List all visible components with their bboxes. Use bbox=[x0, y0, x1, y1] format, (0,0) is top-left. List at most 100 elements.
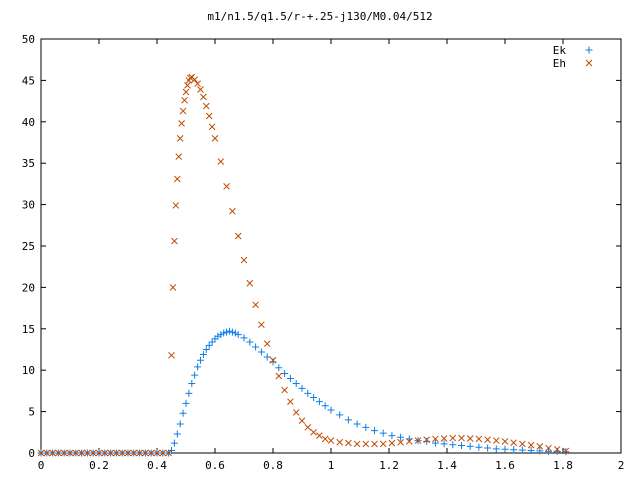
data-point-ek bbox=[263, 353, 271, 361]
data-point-eh bbox=[130, 449, 138, 457]
data-point-ek bbox=[179, 409, 187, 417]
data-point-eh bbox=[113, 449, 120, 457]
data-point-eh bbox=[562, 447, 570, 455]
data-point-eh bbox=[501, 438, 509, 445]
data-point-ek bbox=[194, 363, 202, 371]
data-point-eh bbox=[553, 445, 561, 453]
data-point-ek bbox=[431, 439, 439, 447]
data-point-eh bbox=[107, 449, 114, 457]
data-point-ek bbox=[281, 370, 289, 378]
data-point-eh bbox=[159, 449, 167, 457]
data-point-eh bbox=[176, 135, 184, 142]
y-tick-label: 30 bbox=[22, 199, 35, 212]
series-layer bbox=[37, 73, 570, 457]
data-point-eh bbox=[118, 449, 126, 457]
data-point-eh bbox=[49, 449, 56, 457]
data-point-ek bbox=[321, 402, 329, 410]
data-point-eh bbox=[388, 439, 396, 447]
data-point-eh bbox=[510, 439, 518, 446]
data-point-eh bbox=[194, 80, 201, 88]
data-point-eh bbox=[165, 449, 172, 457]
data-point-ek bbox=[252, 343, 260, 351]
data-point-ek bbox=[182, 399, 190, 407]
data-point-eh bbox=[371, 440, 378, 448]
x-tick-label: 1.2 bbox=[379, 459, 399, 472]
plot-frame bbox=[40, 38, 622, 454]
data-point-ek bbox=[440, 440, 448, 448]
data-point-ek bbox=[304, 389, 312, 397]
data-point-ek bbox=[228, 328, 236, 336]
data-point-eh bbox=[142, 449, 149, 457]
data-point-ek bbox=[188, 379, 196, 387]
y-tick-label: 15 bbox=[22, 323, 35, 336]
chart-title: m1/n1.5/q1.5/r-+.25-j130/M0.04/512 bbox=[207, 10, 432, 23]
legend-label-eh: Eh bbox=[553, 57, 566, 70]
data-point-ek bbox=[246, 338, 254, 346]
data-point-ek bbox=[286, 374, 294, 382]
data-point-ek bbox=[327, 406, 335, 414]
data-point-ek bbox=[518, 446, 526, 454]
y-axis: 0 5 10 15 20 25 30 35 40 45 50 bbox=[22, 33, 621, 460]
data-point-eh bbox=[197, 86, 204, 93]
data-point-eh bbox=[269, 356, 277, 364]
data-point-eh bbox=[55, 449, 62, 457]
y-tick-label: 50 bbox=[22, 33, 35, 46]
legend-marker-eh bbox=[585, 59, 593, 67]
y-tick-label: 40 bbox=[22, 116, 35, 129]
data-point-eh bbox=[229, 207, 236, 215]
data-point-eh bbox=[252, 301, 259, 309]
series-ek bbox=[37, 327, 570, 457]
legend-label-ek: Ek bbox=[553, 44, 567, 57]
data-point-ek bbox=[527, 447, 535, 455]
data-point-eh bbox=[72, 449, 80, 457]
data-point-ek bbox=[269, 358, 277, 366]
data-point-eh bbox=[211, 135, 219, 142]
data-point-eh bbox=[287, 398, 294, 405]
data-point-ek bbox=[202, 346, 210, 353]
data-point-eh bbox=[89, 449, 97, 457]
data-point-ek bbox=[315, 398, 323, 406]
data-point-eh bbox=[153, 449, 161, 457]
data-point-ek bbox=[217, 331, 225, 339]
data-point-eh bbox=[310, 428, 317, 436]
data-point-ek bbox=[344, 416, 352, 424]
data-point-ek bbox=[220, 329, 228, 337]
data-point-ek bbox=[449, 441, 457, 449]
data-point-eh bbox=[432, 435, 439, 443]
data-point-eh bbox=[379, 440, 387, 448]
data-point-ek bbox=[191, 371, 199, 379]
data-point-eh bbox=[175, 153, 183, 160]
data-point-eh bbox=[440, 435, 448, 442]
data-point-eh bbox=[362, 440, 370, 448]
data-point-eh bbox=[200, 93, 207, 101]
data-point-ek bbox=[371, 427, 378, 435]
data-point-ek bbox=[234, 331, 242, 339]
data-point-ek bbox=[226, 327, 233, 335]
data-point-eh bbox=[458, 434, 465, 442]
data-point-eh bbox=[169, 284, 177, 291]
x-tick-label: 1.8 bbox=[553, 459, 573, 472]
data-point-eh bbox=[181, 96, 188, 104]
data-point-ek bbox=[562, 448, 570, 456]
data-point-eh bbox=[84, 449, 91, 457]
data-point-ek bbox=[475, 443, 483, 451]
data-point-ek bbox=[388, 432, 396, 440]
data-point-eh bbox=[184, 82, 191, 89]
data-point-ek bbox=[298, 384, 306, 392]
data-point-ek bbox=[275, 364, 283, 372]
data-point-eh bbox=[405, 438, 413, 445]
data-point-eh bbox=[292, 409, 300, 416]
data-point-eh bbox=[182, 88, 190, 96]
data-point-ek bbox=[492, 445, 500, 453]
data-point-eh bbox=[281, 386, 288, 394]
data-point-eh bbox=[492, 437, 500, 444]
data-point-eh bbox=[147, 449, 155, 457]
data-point-ek bbox=[205, 341, 213, 349]
data-point-eh bbox=[78, 449, 85, 457]
data-point-eh bbox=[353, 440, 361, 448]
data-point-eh bbox=[178, 120, 185, 127]
x-tick-label: 2 bbox=[618, 459, 625, 472]
y-tick-label: 45 bbox=[22, 74, 35, 87]
